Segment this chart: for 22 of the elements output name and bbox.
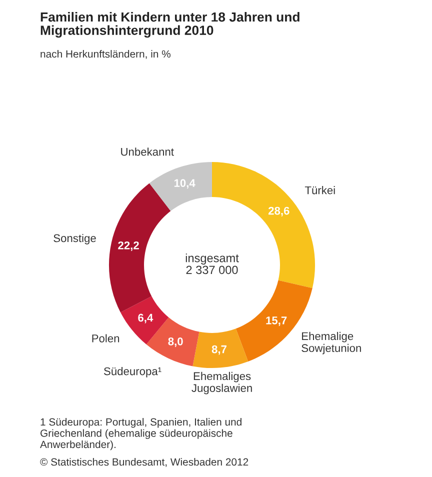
donut-slice [192,328,248,368]
data-label: 8,7 [212,345,226,355]
donut-slice [120,296,169,344]
donut-slice [149,162,212,212]
donut-slice [108,183,171,312]
chart-title: Familien mit Kindern unter 18 Jahren und Migrationshintergrund 2010 [40,12,300,38]
data-label: 28,6 [268,206,290,216]
data-label: 15,7 [266,316,287,326]
text: insgesamt 2 337 000 [186,254,239,274]
slice-label: Unbekannt [121,148,174,156]
slice-label: Polen [92,334,120,342]
data-label: 8,0 [168,337,183,347]
text: 1 Südeuropa: Portugal, Spanien, Italien und Griechenland (ehemalige südeuropäische Anwerbeländer). [40,418,242,450]
text: © Statistisches Bundesamt, Wiesbaden 2012 [40,458,248,467]
slice-label: Südeuropa¹ [104,367,162,378]
slice-label: Sonstige [54,234,96,244]
slice-label: Türkei [304,186,335,194]
chart-subtitle: nach Herkunftsländern, in % [40,50,170,59]
slice-label: Ehemalige Sowjetunion [302,332,361,354]
slice-label: Ehemaliges Jugoslawien [192,372,252,394]
data-label: 22,2 [118,241,139,251]
data-label: 6,4 [138,314,154,324]
